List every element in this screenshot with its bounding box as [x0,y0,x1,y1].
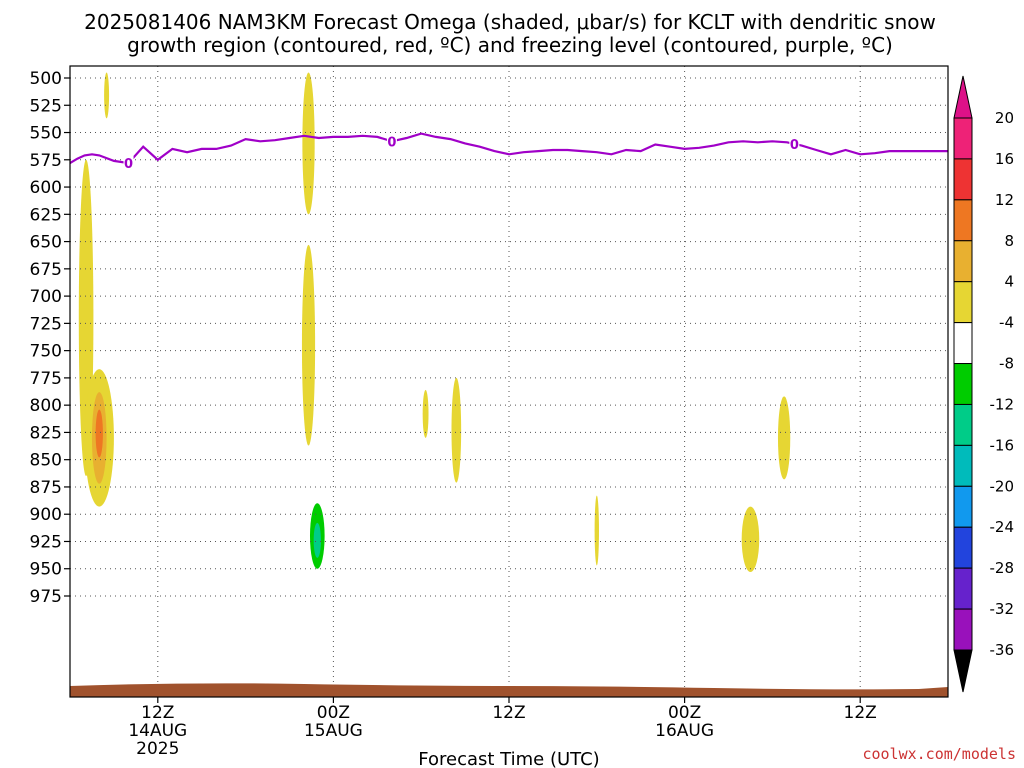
colorbar-label: -4 [999,314,1014,332]
colorbar-label: -12 [990,395,1015,413]
omega-region-18 [313,522,321,558]
y-tick-label: 975 [30,587,62,607]
y-tick-label: 525 [30,96,62,116]
ground-strip [70,683,948,697]
y-tick-label: 700 [30,287,62,307]
y-tick-label: 675 [30,260,62,280]
colorbar-swatch [953,281,973,324]
colorbar-swatch [953,363,973,405]
omega-region-8 [451,377,462,483]
y-tick-label: 850 [30,451,62,471]
contour-label-bg [123,155,134,171]
site-credit: coolwx.com/models [862,745,1016,763]
y-tick-label: 750 [30,342,62,362]
y-tick-label: 600 [30,178,62,198]
contour-label-bg [789,135,800,151]
colorbar-swatch [953,444,973,487]
y-tick-label: 575 [30,151,62,171]
colorbar-label: 16 [995,150,1014,168]
colorbar-label: 20 [995,109,1014,127]
colorbar-bottom-extension [953,649,973,693]
y-axis-ticks: 500 525 550 575 600 625 650 675 700 725 750 775 800 8… [30,69,70,607]
omega-region-13 [80,519,86,531]
colorbar-label: -32 [990,600,1015,618]
freezing-level-label: 0 [387,135,396,150]
omega-region-15 [267,498,312,556]
colorbar-label: -28 [990,559,1015,577]
omega-region-20 [660,486,677,564]
colorbar: 20 16 12 8 4 -4 -8 -12 -16 -20 -24 -28 -32 -36 [953,75,1015,693]
colorbar-label: 4 [1004,273,1014,291]
y-tick-label: 550 [30,124,62,144]
x-tick-label: 14AUG [128,721,187,741]
omega-region-11 [741,506,760,573]
y-tick-label: 900 [30,505,62,525]
colorbar-label: 8 [1004,232,1014,250]
colorbar-swatch [953,567,973,610]
chart-title-line2: growth region (contoured, red, ºC) and f… [127,33,893,57]
y-tick-label: 925 [30,532,62,552]
ground-surface [70,683,948,697]
omega-region-9 [594,495,599,566]
y-tick-label: 650 [30,233,62,253]
colorbar-swatch [953,240,973,283]
y-tick-label: 825 [30,423,62,443]
x-tick-label: 00Z [668,703,701,723]
x-tick-label: 16AUG [655,721,714,741]
omega-region-12 [96,232,103,316]
grid-lines [70,66,948,697]
x-tick-label: 12Z [141,703,174,723]
colorbar-label: 12 [995,191,1014,209]
y-tick-label: 625 [30,205,62,225]
chart-title-line1: 2025081406 NAM3KM Forecast Omega (shaded… [84,10,936,34]
x-tick-label: 12Z [844,703,877,723]
colorbar-swatch [953,485,973,528]
x-axis-label: Forecast Time (UTC) [418,749,599,768]
omega-region-10 [777,396,791,480]
colorbar-swatch [953,117,973,160]
colorbar-top-extension [953,75,973,119]
colorbar-swatch [953,199,973,242]
y-tick-label: 875 [30,478,62,498]
omega-region-14 [167,469,190,559]
omega-region-19 [631,470,642,508]
x-tick-label: 2025 [136,739,179,759]
colorbar-label: -20 [990,477,1015,495]
freezing-level-contour: 0 0 0 [69,132,948,172]
colorbar-label: -8 [999,355,1014,373]
omega-region-0 [104,72,110,119]
omega-region-7 [422,389,429,438]
colorbar-label: -16 [990,436,1015,454]
y-tick-label: 775 [30,369,62,389]
x-tick-label: 12Z [492,703,525,723]
colorbar-swatch [953,403,973,446]
colorbar-label: -36 [990,641,1015,659]
omega-region-6 [301,244,316,446]
y-tick-label: 725 [30,314,62,334]
colorbar-swatch [953,322,973,365]
contour-label-bg [386,133,397,149]
colorbar-swatch [953,158,973,201]
colorbar-swatch [953,608,973,651]
y-tick-label: 500 [30,69,62,89]
freezing-level-label: 0 [124,157,133,172]
colorbar-swatch [953,526,973,569]
omega-region-1 [302,72,315,215]
freezing-level-label: 0 [790,138,799,153]
x-tick-label: 00Z [317,703,350,723]
x-tick-label: 15AUG [304,721,363,741]
colorbar-label: -24 [990,518,1015,536]
y-tick-label: 800 [30,396,62,416]
y-tick-label: 950 [30,560,62,580]
omega-region-5 [95,409,103,458]
